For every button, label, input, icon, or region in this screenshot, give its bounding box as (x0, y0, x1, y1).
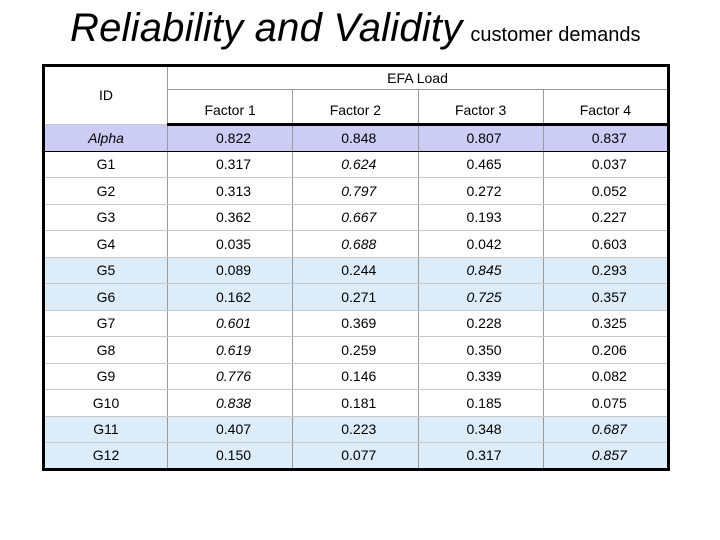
factor-load-cell: 0.688 (292, 230, 419, 258)
factor-load-cell: 0.223 (292, 416, 419, 443)
factor-load-cell: 0.357 (542, 283, 671, 311)
factor-load-cell: 0.776 (166, 363, 294, 390)
table-row: G12 0.150 0.077 0.317 0.857 (42, 442, 671, 471)
factor-load-cell: 0.244 (292, 257, 419, 284)
factor-load-cell: 0.271 (292, 283, 419, 311)
id-column-header: ID (42, 64, 168, 125)
table-row: G4 0.035 0.688 0.042 0.603 (42, 230, 671, 258)
factor-load-cell: 0.845 (417, 257, 544, 284)
factor-load-cell: 0.293 (542, 257, 671, 284)
factor-load-cell: 0.181 (292, 389, 419, 417)
table-row: G7 0.601 0.369 0.228 0.325 (42, 310, 671, 337)
title-subtitle: customer demands (470, 24, 641, 46)
factor-load-cell: 0.603 (542, 230, 671, 258)
row-id: G3 (42, 204, 168, 231)
factor-load-cell: 0.317 (166, 151, 294, 178)
factor-load-cell: 0.272 (417, 177, 544, 205)
factor-load-cell: 0.624 (292, 151, 419, 178)
factor-load-cell: 0.369 (292, 310, 419, 337)
slide-title: Reliability and Validity customer demands (70, 6, 640, 51)
factor-load-cell: 0.857 (542, 442, 671, 471)
factor-load-cell: 0.259 (292, 336, 419, 364)
factor-load-cell: 0.687 (542, 416, 671, 443)
row-id: G10 (42, 389, 168, 417)
factor-load-cell: 0.807 (417, 124, 544, 152)
factor-load-cell: 0.035 (166, 230, 294, 258)
table-row: G8 0.619 0.259 0.350 0.206 (42, 336, 671, 364)
factor-load-cell: 0.075 (542, 389, 671, 417)
table-row: G9 0.776 0.146 0.339 0.082 (42, 363, 671, 390)
row-id: G8 (42, 336, 168, 364)
factor-header: Factor 1 (166, 89, 294, 126)
row-id: G5 (42, 257, 168, 284)
table-body: Alpha 0.822 0.848 0.807 0.837 G1 0.317 0.624 0.4… (42, 124, 671, 471)
row-id: G12 (42, 442, 168, 471)
factor-header: Factor 2 (292, 89, 419, 126)
factor-load-cell: 0.162 (166, 283, 294, 311)
row-id: Alpha (42, 124, 168, 152)
row-id: G1 (42, 151, 168, 178)
row-id: G4 (42, 230, 168, 258)
factor-load-cell: 0.317 (417, 442, 544, 471)
table-row: G2 0.313 0.797 0.272 0.052 (42, 177, 671, 205)
factor-load-cell: 0.465 (417, 151, 544, 178)
factor-load-cell: 0.350 (417, 336, 544, 364)
factor-load-cell: 0.822 (166, 124, 294, 152)
factor-load-cell: 0.089 (166, 257, 294, 284)
alpha-row: Alpha 0.822 0.848 0.807 0.837 (42, 124, 671, 152)
factor-load-cell: 0.348 (417, 416, 544, 443)
factor-load-cell: 0.193 (417, 204, 544, 231)
factor-load-cell: 0.150 (166, 442, 294, 471)
row-id: G2 (42, 177, 168, 205)
factor-load-cell: 0.228 (417, 310, 544, 337)
factor-header: Factor 3 (417, 89, 544, 126)
factor-load-cell: 0.037 (542, 151, 671, 178)
factor-load-cell: 0.601 (166, 310, 294, 337)
factor-load-cell: 0.185 (417, 389, 544, 417)
factor-load-cell: 0.797 (292, 177, 419, 205)
factor-load-cell: 0.042 (417, 230, 544, 258)
row-id: G11 (42, 416, 168, 443)
factor-load-cell: 0.206 (542, 336, 671, 364)
factor-load-cell: 0.325 (542, 310, 671, 337)
table-row: G1 0.317 0.624 0.465 0.037 (42, 151, 671, 178)
factor-header: Factor 4 (542, 89, 671, 126)
factor-load-cell: 0.407 (166, 416, 294, 443)
factor-load-cell: 0.227 (542, 204, 671, 231)
factor-load-cell: 0.313 (166, 177, 294, 205)
table-row: G10 0.838 0.181 0.185 0.075 (42, 389, 671, 417)
row-id: G6 (42, 283, 168, 311)
efa-load-table: ID EFA Load Factor 1 Factor 2 Factor 3 F… (42, 64, 671, 471)
factor-load-cell: 0.667 (292, 204, 419, 231)
efa-load-header: EFA Load (166, 64, 671, 90)
factor-load-cell: 0.725 (417, 283, 544, 311)
factor-load-cell: 0.838 (166, 389, 294, 417)
row-id: G9 (42, 363, 168, 390)
title-main: Reliability and Validity (70, 6, 463, 50)
table-row: G5 0.089 0.244 0.845 0.293 (42, 257, 671, 284)
table-row: G11 0.407 0.223 0.348 0.687 (42, 416, 671, 443)
factor-load-cell: 0.837 (542, 124, 671, 152)
table-row: G3 0.362 0.667 0.193 0.227 (42, 204, 671, 231)
factor-load-cell: 0.146 (292, 363, 419, 390)
table-row: G6 0.162 0.271 0.725 0.357 (42, 283, 671, 311)
factor-load-cell: 0.339 (417, 363, 544, 390)
factor-load-cell: 0.052 (542, 177, 671, 205)
factor-load-cell: 0.082 (542, 363, 671, 390)
factor-load-cell: 0.077 (292, 442, 419, 471)
factor-load-cell: 0.362 (166, 204, 294, 231)
factor-load-cell: 0.848 (292, 124, 419, 152)
factor-load-cell: 0.619 (166, 336, 294, 364)
row-id: G7 (42, 310, 168, 337)
